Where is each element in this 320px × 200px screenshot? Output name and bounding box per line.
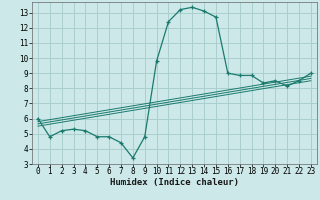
X-axis label: Humidex (Indice chaleur): Humidex (Indice chaleur) (110, 178, 239, 187)
